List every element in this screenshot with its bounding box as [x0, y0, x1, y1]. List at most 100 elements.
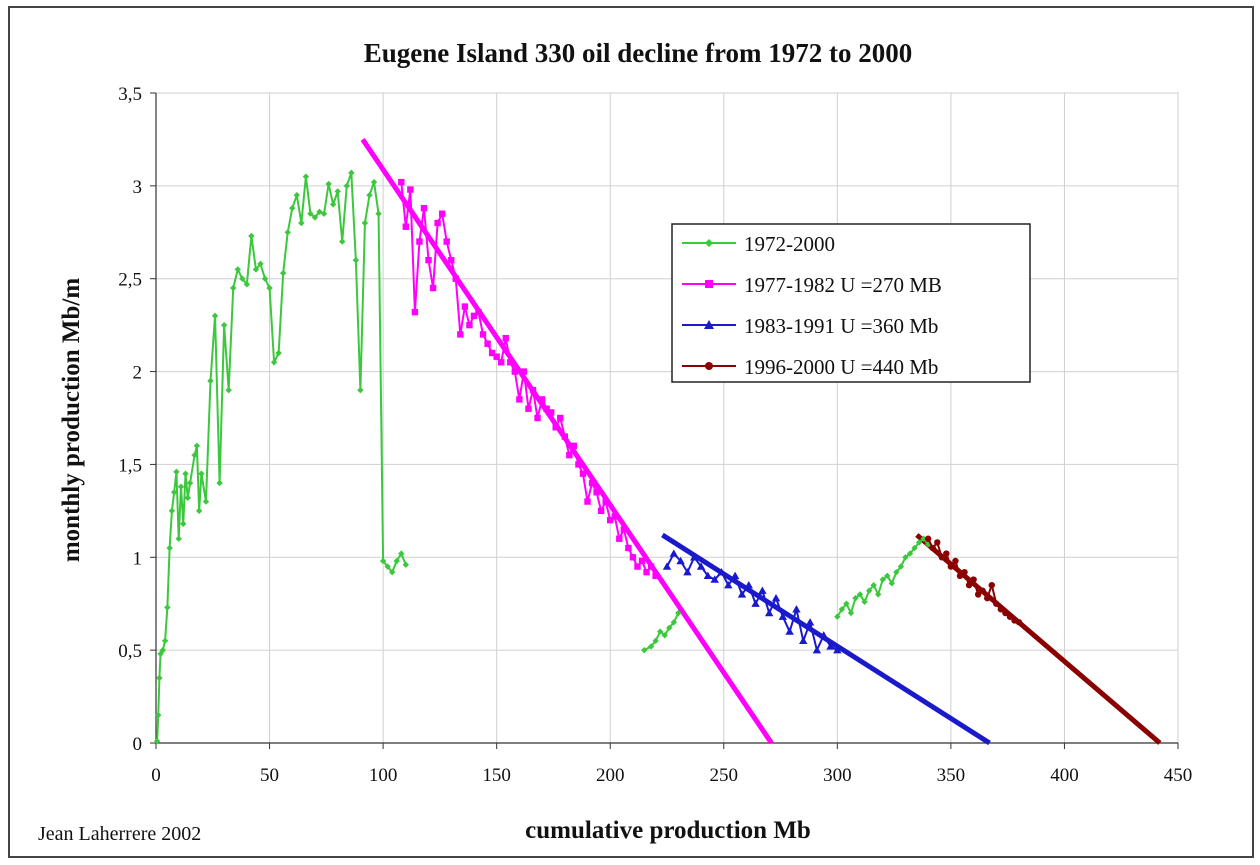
data-point — [512, 368, 518, 374]
data-point — [952, 558, 958, 564]
legend-label: 1972-2000 — [744, 232, 835, 256]
x-tick-label: 400 — [1050, 765, 1079, 786]
x-tick-label: 250 — [710, 765, 739, 786]
data-point — [398, 179, 404, 185]
y-tick-label: 1 — [133, 548, 143, 569]
data-point — [448, 257, 454, 263]
data-point — [630, 554, 636, 560]
data-point — [425, 257, 431, 263]
data-point — [966, 582, 972, 588]
data-point — [970, 576, 976, 582]
legend-label: 1983-1991 U =360 Mb — [744, 314, 938, 338]
y-tick-label: 3,5 — [118, 84, 142, 105]
plot-area: 0 50 100 150 200 250 300 350 400 450 0 0,5 1 1,5 2 2,5… — [118, 84, 1192, 786]
data-point — [534, 415, 540, 421]
data-point — [553, 424, 559, 430]
data-point — [961, 569, 967, 575]
y-tick-label: 1,5 — [118, 455, 142, 476]
x-tick-label: 150 — [482, 765, 511, 786]
legend-label: 1996-2000 U =440 Mb — [744, 355, 938, 379]
y-tick-label: 2 — [133, 363, 143, 384]
x-tick-label: 50 — [260, 765, 279, 786]
data-point — [484, 341, 490, 347]
x-tick-label: 100 — [369, 765, 398, 786]
y-axis-label: monthly production Mb/m — [58, 278, 85, 562]
data-point — [625, 545, 631, 551]
data-point — [503, 335, 509, 341]
data-point — [930, 545, 936, 551]
data-point — [557, 415, 563, 421]
data-point — [571, 443, 577, 449]
data-point — [616, 536, 622, 542]
y-tick-label: 2,5 — [118, 270, 142, 291]
y-tick-label: 0,5 — [118, 641, 142, 662]
data-point — [507, 359, 513, 365]
y-tick-label: 0 — [133, 734, 143, 755]
x-tick-label: 0 — [151, 765, 161, 786]
chart-title: Eugene Island 330 oil decline from 1972 … — [364, 38, 913, 68]
x-tick-label: 450 — [1164, 765, 1193, 786]
data-point — [493, 354, 499, 360]
data-point — [421, 205, 427, 211]
data-point — [480, 331, 486, 337]
data-point — [516, 396, 522, 402]
data-point — [466, 322, 472, 328]
y-axis-ticks: 0 0,5 1 1,5 2 2,5 3 3,5 — [118, 84, 156, 755]
x-tick-label: 300 — [823, 765, 852, 786]
data-point — [407, 186, 413, 192]
data-point — [580, 471, 586, 477]
legend: 1972-2000 1977-1982 U =270 MB 1983-1991 U … — [672, 224, 1030, 382]
data-point — [979, 588, 985, 594]
data-point — [989, 582, 995, 588]
y-tick-label: 3 — [133, 177, 143, 198]
data-point — [639, 558, 645, 564]
data-point — [539, 396, 545, 402]
x-tick-label: 200 — [596, 765, 625, 786]
data-point — [498, 359, 504, 365]
data-point — [1016, 619, 1022, 625]
data-point — [598, 508, 604, 514]
data-point — [548, 409, 554, 415]
data-point — [416, 238, 422, 244]
data-point — [530, 387, 536, 393]
x-tick-label: 350 — [937, 765, 966, 786]
credit-text: Jean Laherrere 2002 — [38, 823, 201, 845]
data-point — [934, 539, 940, 545]
data-point — [589, 480, 595, 486]
data-point — [602, 498, 608, 504]
data-point — [593, 489, 599, 495]
data-point — [612, 513, 618, 519]
data-point — [925, 536, 931, 542]
data-point — [584, 498, 590, 504]
data-point — [457, 331, 463, 337]
data-point — [621, 526, 627, 532]
data-point — [434, 220, 440, 226]
data-point — [652, 573, 658, 579]
legend-label: 1977-1982 U =270 MB — [744, 273, 942, 297]
data-point — [475, 309, 481, 315]
data-point — [412, 309, 418, 315]
x-axis-label: cumulative production Mb — [525, 817, 811, 844]
x-axis-ticks: 0 50 100 150 200 250 300 350 400 450 — [151, 743, 1192, 786]
data-point — [984, 595, 990, 601]
data-point — [403, 224, 409, 230]
data-point — [943, 550, 949, 556]
data-point — [430, 285, 436, 291]
legend-marker — [705, 362, 713, 370]
data-point — [566, 452, 572, 458]
plot-background — [156, 93, 1178, 743]
data-point — [439, 211, 445, 217]
data-point — [993, 601, 999, 607]
data-point — [521, 368, 527, 374]
data-point — [648, 563, 654, 569]
data-point — [948, 563, 954, 569]
data-point — [562, 433, 568, 439]
data-point — [525, 406, 531, 412]
data-point — [643, 569, 649, 575]
data-point — [462, 303, 468, 309]
data-point — [444, 238, 450, 244]
data-point — [575, 461, 581, 467]
data-point — [453, 276, 459, 282]
legend-marker — [705, 280, 713, 288]
